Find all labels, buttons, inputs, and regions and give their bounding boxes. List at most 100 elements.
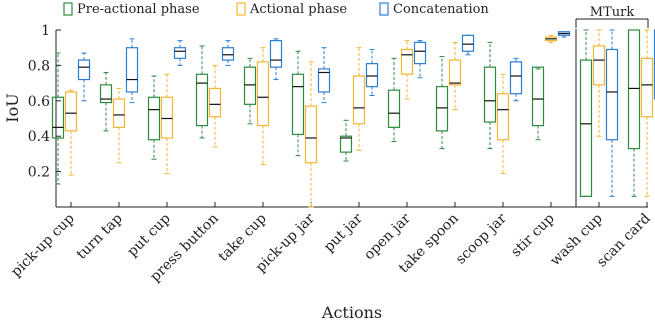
box-1-6: [352, 47, 366, 151]
box-body: [221, 47, 235, 61]
box-0-0: [51, 52, 65, 185]
legend-item-1: Actional phase: [236, 2, 347, 17]
box-body: [448, 59, 462, 86]
legend-item-0: Pre-actional phase: [63, 2, 200, 17]
box-body: [400, 48, 414, 75]
box-body: [99, 84, 113, 104]
box-body: [640, 57, 654, 118]
box-body: [413, 41, 427, 65]
box-1-1: [112, 87, 126, 164]
box-1-0: [64, 89, 78, 176]
y-axis-label: IoU: [3, 93, 22, 122]
box-2-3: [221, 40, 235, 66]
legend-label: Pre-actional phase: [77, 2, 200, 17]
box-0-3: [195, 45, 209, 139]
mturk-group-label: MTurk: [590, 5, 635, 20]
y-tick-label: 0.6: [28, 94, 50, 110]
box-0-12: [627, 29, 641, 197]
box-1-11: [592, 29, 606, 137]
box-1-7: [400, 40, 414, 100]
box-body: [243, 66, 257, 105]
box-0-9: [483, 41, 497, 150]
x-tick-label: put jar: [321, 210, 366, 255]
x-tick-label: stir cup: [508, 210, 558, 260]
box-1-2: [160, 73, 174, 174]
box-body: [51, 96, 65, 139]
y-tick-label: 1: [41, 23, 50, 39]
box-0-2: [147, 75, 161, 160]
box-1-10: [544, 34, 558, 43]
box-0-4: [243, 57, 257, 125]
box-body: [64, 91, 78, 132]
x-tick-label: pick-up cup: [8, 210, 78, 280]
box-body: [269, 40, 283, 68]
legend-item-2: Concatenation: [379, 2, 489, 17]
legend-swatch: [63, 2, 73, 16]
box-body: [435, 86, 449, 132]
box-body: [352, 75, 366, 125]
box-body: [160, 96, 174, 139]
box-2-0: [77, 52, 91, 102]
box-1-8: [448, 41, 462, 111]
y-tick-label: 0.2: [28, 165, 50, 181]
box-body: [317, 68, 331, 93]
box-0-10: [531, 66, 545, 141]
x-tick-label: scoop jar: [453, 210, 510, 267]
box-body: [627, 29, 641, 150]
box-body: [256, 61, 270, 127]
x-tick-label: put cup: [124, 210, 173, 259]
box-body: [291, 73, 305, 136]
box-2-9: [509, 57, 523, 102]
box-body: [592, 45, 606, 86]
box-2-6: [365, 48, 379, 96]
box-2-1: [125, 38, 139, 104]
x-axis-label: Actions: [321, 303, 382, 322]
box-0-1: [99, 71, 113, 132]
box-2-10: [557, 31, 571, 38]
y-tick-label: 0.4: [28, 129, 50, 145]
legend-label: Concatenation: [393, 2, 489, 17]
box-body: [461, 34, 475, 52]
boxes-layer: [51, 29, 655, 208]
box-body: [387, 89, 401, 128]
y-tick-label: 0.8: [28, 58, 50, 74]
legend-swatch: [379, 2, 389, 16]
box-body: [125, 47, 139, 93]
box-body: [496, 93, 510, 141]
box-body: [195, 73, 209, 127]
box-body: [339, 135, 353, 153]
box-body: [483, 66, 497, 123]
box-2-8: [461, 34, 475, 56]
box-2-2: [173, 40, 187, 66]
x-tick-label: turn tap: [74, 210, 126, 262]
box-body: [208, 87, 222, 118]
box-body: [112, 98, 126, 128]
box-body: [605, 48, 619, 141]
box-2-5: [317, 47, 331, 104]
box-2-7: [413, 40, 427, 79]
legend-swatch: [236, 2, 246, 16]
box-1-9: [496, 73, 510, 174]
legend-label: Actional phase: [249, 2, 347, 17]
box-0-6: [339, 119, 353, 162]
box-0-11: [579, 29, 593, 197]
box-body: [77, 59, 91, 81]
box-body: [365, 63, 379, 88]
box-1-5: [304, 61, 318, 208]
mturk-group-bracket: MTurk: [575, 5, 649, 207]
box-1-3: [208, 64, 222, 148]
box-1-4: [256, 47, 270, 166]
box-1-12: [640, 29, 654, 197]
box-body: [509, 61, 523, 95]
box-2-11: [605, 29, 619, 197]
box-body: [304, 105, 318, 164]
box-body: [531, 66, 545, 127]
box-0-8: [435, 56, 449, 150]
box-0-7: [387, 57, 401, 143]
box-0-5: [291, 50, 305, 157]
box-body: [579, 59, 593, 197]
box-body: [147, 96, 161, 141]
box-body: [173, 47, 187, 59]
